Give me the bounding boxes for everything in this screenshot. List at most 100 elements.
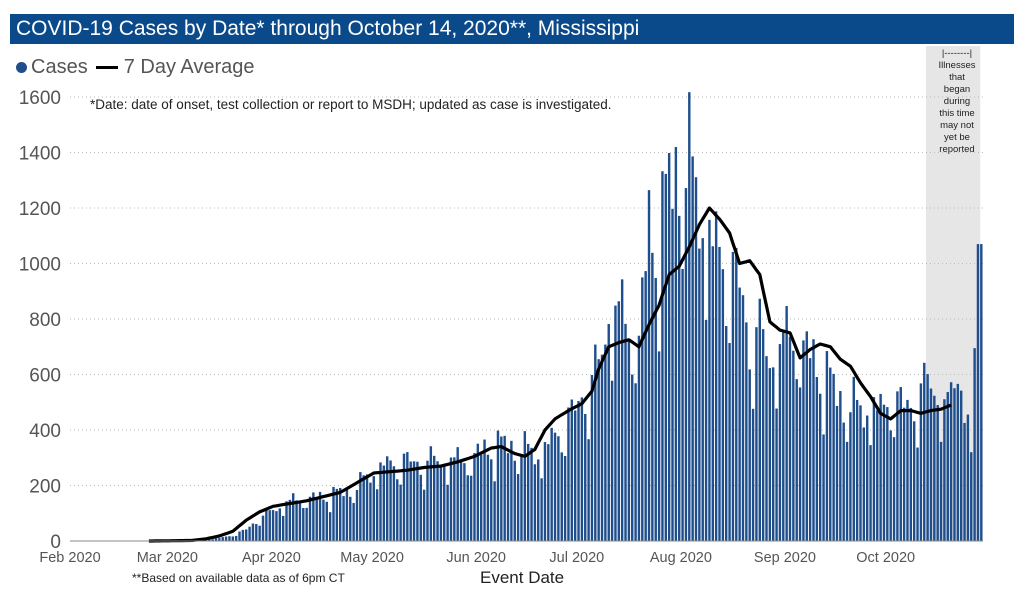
case-bar	[453, 457, 456, 541]
case-bar	[563, 455, 567, 541]
case-bar	[631, 374, 634, 541]
case-bar	[288, 499, 292, 541]
case-bar	[265, 508, 268, 541]
case-bar	[590, 375, 594, 541]
case-bar	[537, 459, 540, 541]
case-bar	[943, 399, 946, 541]
case-bar	[788, 336, 792, 541]
case-bar	[711, 246, 715, 541]
case-bar	[745, 322, 748, 541]
case-bar	[805, 331, 808, 541]
case-bar	[597, 359, 600, 541]
case-bar	[671, 208, 674, 541]
case-bar	[318, 491, 322, 541]
case-bar	[503, 435, 506, 541]
case-bar	[889, 430, 892, 541]
case-bar	[573, 410, 577, 541]
case-bar	[540, 478, 543, 541]
case-bar	[406, 452, 409, 541]
case-bar	[782, 331, 785, 541]
case-bar	[976, 244, 980, 541]
case-bar	[892, 437, 896, 541]
case-bar	[278, 508, 281, 541]
case-bar	[852, 376, 855, 541]
case-bar	[812, 339, 815, 541]
data-footnote: **Based on available data as of 6pm CT	[132, 571, 345, 585]
case-bar	[349, 496, 352, 541]
case-bar	[614, 305, 617, 541]
case-bar	[829, 367, 832, 541]
case-bar	[543, 442, 547, 541]
case-bar	[298, 501, 302, 541]
chart-title: COVID-19 Cases by Date* through October …	[10, 14, 1014, 44]
x-tick-label: Sep 2020	[754, 550, 816, 566]
case-bar	[953, 388, 956, 541]
case-bar	[896, 391, 899, 541]
case-bar	[228, 536, 231, 541]
case-bar	[469, 475, 473, 541]
case-bar	[396, 479, 399, 541]
case-bar	[238, 531, 241, 541]
y-tick-label: 1000	[19, 255, 61, 276]
x-axis-label: Event Date	[480, 568, 565, 587]
case-bar	[258, 525, 261, 541]
y-tick-label: 800	[29, 310, 61, 331]
case-bar	[523, 431, 527, 541]
case-bar	[439, 465, 443, 541]
case-bar	[923, 362, 926, 541]
case-bar	[335, 488, 339, 541]
case-bar	[359, 472, 362, 541]
case-bar	[255, 524, 258, 541]
case-bar	[845, 441, 849, 541]
case-bar	[251, 523, 255, 541]
case-bar	[476, 443, 480, 541]
case-bar	[708, 219, 711, 541]
case-bar	[818, 393, 822, 541]
case-bar	[849, 412, 852, 541]
case-bar	[946, 392, 949, 541]
chart-legend: Cases 7 Day Average	[16, 56, 255, 79]
case-bar	[657, 351, 661, 541]
case-bar	[808, 358, 812, 541]
case-bar	[758, 298, 761, 541]
case-bar	[322, 499, 325, 541]
case-bar	[627, 339, 631, 541]
case-bar	[795, 379, 798, 541]
case-bar	[698, 248, 701, 542]
case-bar	[641, 277, 644, 541]
case-bar	[886, 407, 889, 541]
case-bar	[909, 407, 913, 541]
avg-legend-label: 7 Day Average	[123, 56, 255, 78]
case-bar	[647, 190, 651, 541]
case-bar	[765, 356, 768, 541]
case-bar	[661, 171, 664, 541]
y-tick-label: 400	[29, 421, 61, 442]
x-tick-label: Apr 2020	[242, 550, 301, 566]
case-bar	[768, 368, 772, 541]
case-bar	[375, 489, 379, 541]
case-bar	[526, 443, 530, 541]
case-bar	[362, 475, 365, 541]
case-bar	[835, 405, 839, 541]
case-bar	[882, 404, 886, 541]
case-bar	[728, 343, 731, 541]
case-bar	[312, 492, 315, 541]
case-bar	[637, 335, 641, 541]
reporting-lag-note: |--------| Illnesses that began during this t…	[931, 48, 983, 156]
case-bar	[530, 447, 533, 541]
case-bar	[211, 539, 214, 541]
case-bar	[963, 422, 966, 541]
case-bar	[496, 430, 500, 541]
case-bar	[422, 489, 426, 541]
case-bar	[902, 407, 906, 541]
case-bar	[832, 373, 835, 541]
case-bar	[584, 414, 587, 541]
case-bar	[261, 515, 265, 541]
case-bar	[214, 538, 218, 541]
case-bar	[936, 405, 939, 541]
case-bar	[667, 153, 671, 541]
case-bar	[970, 452, 973, 541]
case-bar	[879, 393, 882, 541]
case-bar	[748, 369, 751, 541]
case-bar	[248, 526, 251, 541]
